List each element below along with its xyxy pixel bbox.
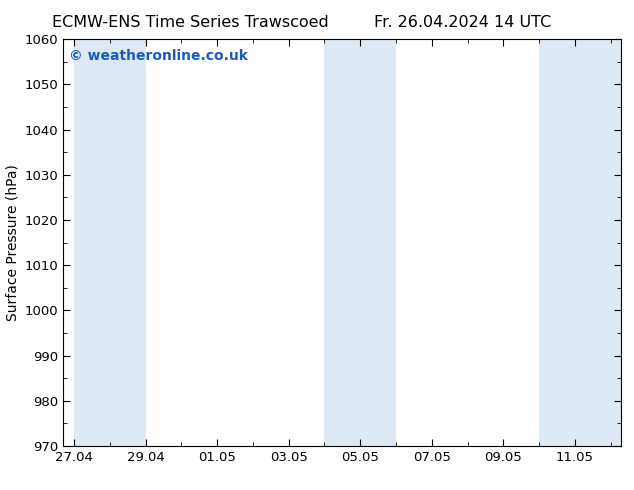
Bar xyxy=(325,39,396,446)
Text: ECMW-ENS Time Series Trawscoed: ECMW-ENS Time Series Trawscoed xyxy=(52,15,328,30)
Y-axis label: Surface Pressure (hPa): Surface Pressure (hPa) xyxy=(5,164,19,321)
Bar xyxy=(539,39,621,446)
Text: Fr. 26.04.2024 14 UTC: Fr. 26.04.2024 14 UTC xyxy=(374,15,552,30)
Text: © weatheronline.co.uk: © weatheronline.co.uk xyxy=(69,49,248,63)
Bar xyxy=(74,39,146,446)
